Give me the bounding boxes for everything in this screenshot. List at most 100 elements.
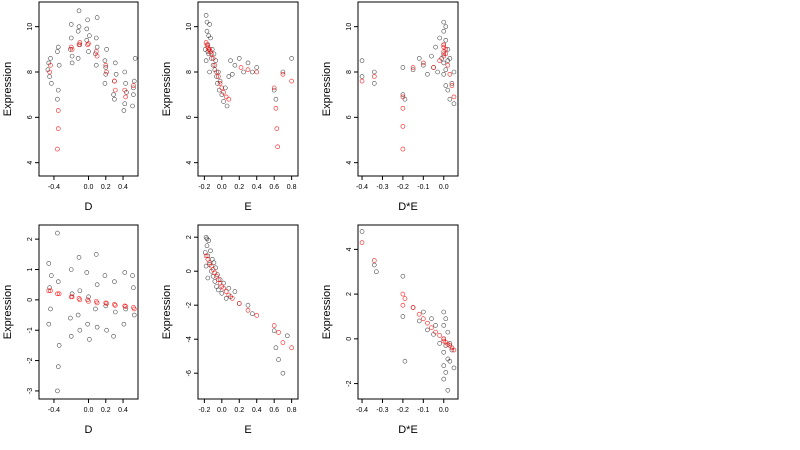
observed-point	[441, 60, 447, 66]
x-tick-label: -0.1	[417, 407, 429, 414]
observed-point	[445, 387, 451, 393]
y-tick-label: -2	[27, 357, 34, 363]
observed-point	[208, 248, 213, 254]
y-tick-label: 2	[27, 237, 34, 241]
fitted-point	[437, 333, 442, 338]
observed-point	[433, 323, 438, 328]
observed-point	[441, 19, 447, 25]
observed-point	[443, 24, 449, 29]
observed-point	[211, 51, 217, 57]
x-tick-label: 0.4	[118, 184, 128, 191]
observed-point	[121, 321, 127, 327]
observed-point	[221, 99, 226, 104]
x-tick-label: 0.0	[217, 184, 227, 191]
plot-frame	[197, 1, 299, 177]
x-tick-label: 0.0	[439, 184, 449, 191]
fitted-point	[273, 105, 279, 111]
x-tick-label: -0.2	[198, 184, 210, 191]
observed-point	[55, 44, 61, 50]
fitted-point	[271, 323, 277, 328]
fitted-point	[226, 96, 232, 102]
observed-point	[204, 243, 210, 248]
y-tick-label: -1	[27, 327, 34, 333]
fitted-point	[77, 297, 83, 303]
observed-point	[112, 309, 118, 315]
observed-point	[85, 321, 90, 327]
observed-point	[68, 35, 74, 41]
observed-point	[443, 37, 449, 43]
x-tick-label: 0.4	[118, 407, 128, 414]
fitted-points	[47, 40, 136, 152]
observed-point	[76, 24, 82, 29]
observed-point	[273, 345, 279, 351]
y-tick-label: 8	[346, 70, 353, 74]
observed-point	[410, 67, 416, 73]
observed-point	[236, 56, 242, 61]
x-tick-label: 0.2	[101, 184, 111, 191]
observed-point	[443, 67, 449, 73]
y-tick-label: 6	[27, 115, 34, 119]
fitted-point	[433, 329, 438, 335]
observed-point	[93, 252, 99, 257]
x-tick-label: 0.2	[101, 407, 111, 414]
observed-point	[122, 69, 128, 75]
observed-point	[451, 69, 457, 75]
y-tick-label: 2	[186, 235, 193, 239]
observed-point	[77, 288, 83, 294]
fitted-point	[443, 51, 449, 57]
observed-point	[202, 250, 208, 255]
observed-point	[55, 87, 61, 93]
observed-point	[400, 65, 406, 70]
fitted-point	[85, 42, 90, 48]
fitted-point	[271, 85, 277, 91]
y-tick-label: 10	[27, 23, 34, 31]
scatter-panel-4: -0.4 0.0 0.2 0.4 -3 -2 -1 0 1 2 D Expression	[2, 224, 139, 436]
observed-point	[68, 333, 74, 339]
observed-point	[216, 69, 221, 75]
observed-point	[205, 275, 211, 281]
observed-point	[131, 312, 137, 318]
fitted-point	[77, 40, 83, 45]
observed-point	[131, 85, 136, 91]
fitted-point	[55, 291, 60, 297]
observed-point	[359, 74, 365, 79]
observed-point	[49, 273, 54, 278]
observed-point	[123, 306, 128, 312]
fitted-point	[245, 307, 251, 313]
fitted-point	[69, 47, 75, 52]
fitted-point	[131, 306, 137, 312]
observed-point	[229, 71, 235, 77]
fitted-point	[229, 296, 235, 301]
observed-point	[433, 44, 438, 50]
observed-point	[449, 347, 455, 353]
fitted-point	[46, 288, 52, 294]
fitted-point	[86, 299, 91, 304]
fitted-point	[221, 285, 226, 291]
fitted-points	[359, 240, 457, 353]
observed-point	[69, 53, 75, 59]
observed-point	[93, 35, 99, 41]
fitted-point	[289, 345, 294, 351]
observed-point	[93, 62, 99, 68]
observed-point	[447, 56, 453, 61]
observed-point	[68, 315, 73, 321]
x-axis-title: D	[85, 424, 93, 436]
y-tick-label: -2	[186, 302, 193, 308]
observed-point	[447, 358, 453, 364]
fitted-point	[280, 71, 286, 77]
x-tick-label: 0.6	[269, 184, 279, 191]
observed-point	[203, 13, 209, 18]
fitted-point	[68, 44, 74, 50]
x-tick-label: -0.4	[356, 407, 368, 414]
fitted-point	[416, 311, 422, 317]
observed-point	[77, 327, 83, 333]
fitted-point	[219, 85, 225, 91]
observed-point	[68, 267, 74, 272]
fitted-point	[400, 302, 406, 308]
fitted-point	[276, 330, 281, 335]
fitted-point	[123, 94, 128, 100]
fitted-points	[46, 288, 137, 312]
observed-point	[416, 318, 422, 324]
observed-point	[429, 53, 434, 59]
observed-point	[451, 365, 457, 371]
